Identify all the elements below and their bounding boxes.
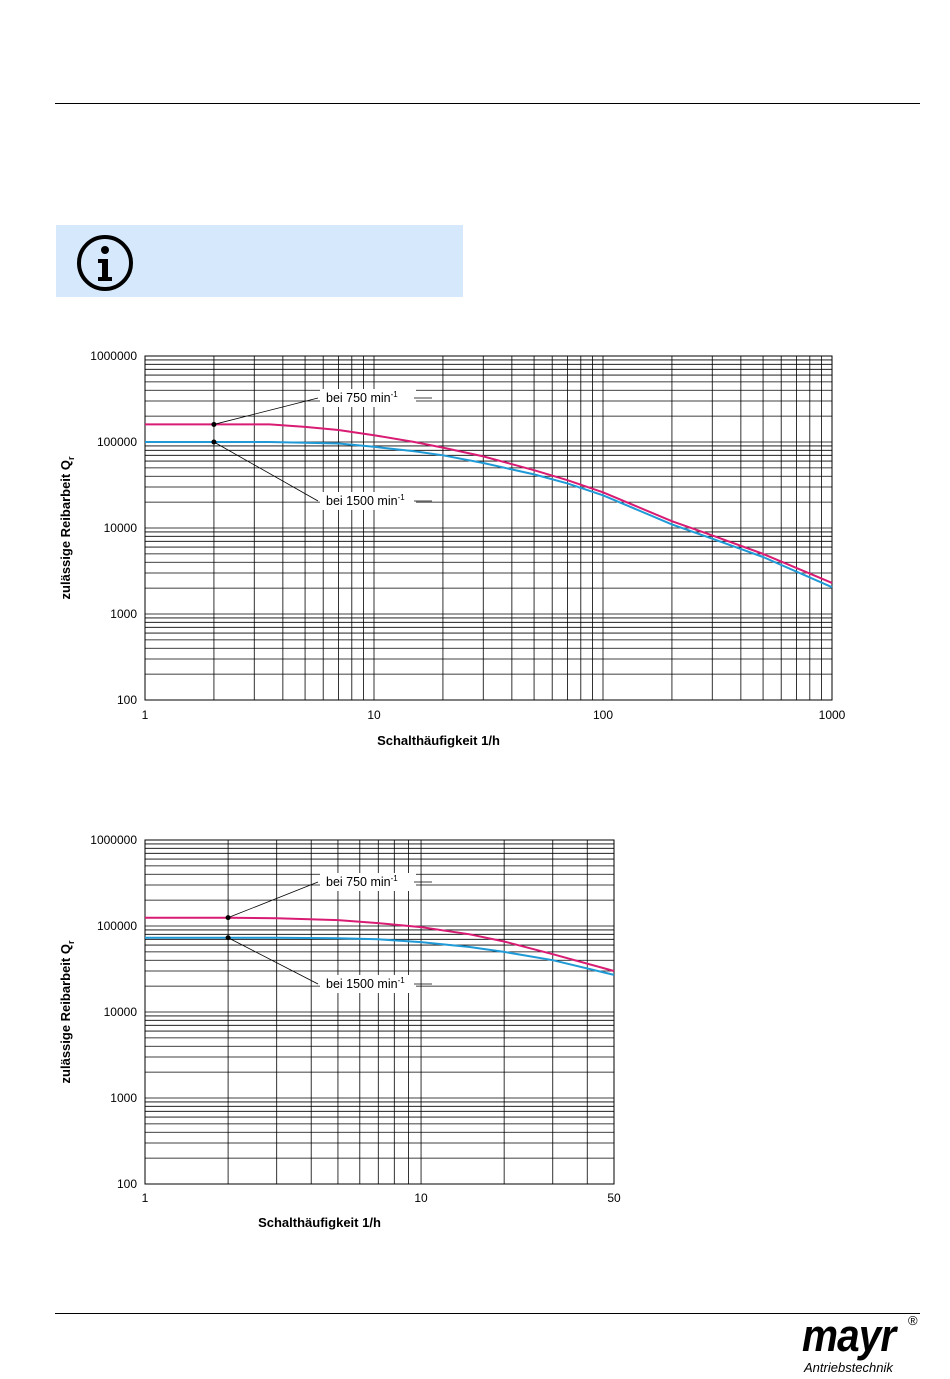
- annotation-superscript: -1: [391, 390, 399, 399]
- annotation-1500: bei 1500 min-1: [326, 493, 405, 508]
- logo-wordmark: mayr: [802, 1310, 896, 1361]
- annotation-superscript: -1: [398, 976, 406, 985]
- x-tick-label: 1000: [819, 708, 846, 722]
- x-tick-label: 1: [142, 1191, 149, 1205]
- x-tick-label: 10: [367, 708, 381, 722]
- annotation-label-bg: [320, 873, 416, 891]
- y-tick-label: 10000: [104, 521, 138, 535]
- x-axis-label: Schalthäufigkeit 1/h: [377, 733, 500, 748]
- info-icon: [77, 235, 133, 291]
- chart-1: 100 1000 10000 100000 1000000 1 10 100 1000 Schal…: [58, 349, 846, 748]
- x-tick-label: 10: [414, 1191, 428, 1205]
- y-tick-label: 10000: [104, 1005, 138, 1019]
- series-line-1500: [145, 936, 615, 976]
- annotation-leader: [227, 881, 319, 919]
- annotation-750: bei 750 min-1: [326, 874, 398, 889]
- grid-lines: [145, 356, 832, 700]
- y-axis-label: zulässige Reibarbeit Qr: [58, 940, 76, 1083]
- annotation-superscript: -1: [391, 874, 399, 883]
- x-axis-label: Schalthäufigkeit 1/h: [258, 1215, 381, 1230]
- x-tick-label: 50: [607, 1191, 621, 1205]
- annotation-leader: [213, 441, 319, 502]
- annotation-750: bei 750 min-1: [326, 390, 398, 405]
- company-logo: mayr ® Antriebstechnik: [800, 1313, 925, 1375]
- y-tick-label: 100000: [97, 435, 137, 449]
- annotation-1500: bei 1500 min-1: [326, 976, 405, 991]
- y-axis-label-subscript: r: [66, 456, 76, 460]
- info-box: [56, 225, 463, 297]
- y-tick-label: 1000000: [90, 349, 137, 363]
- series-line-1500: [145, 441, 833, 589]
- y-tick-label: 1000: [110, 1091, 137, 1105]
- x-tick-label: 100: [593, 708, 613, 722]
- footer-rule: [55, 1313, 920, 1314]
- y-axis-label-subscript: r: [66, 940, 76, 944]
- series-line-750: [145, 423, 833, 584]
- logo-registered-mark: ®: [908, 1313, 918, 1328]
- y-tick-label: 100: [117, 693, 137, 707]
- annotation-leader: [227, 937, 319, 985]
- annotation-superscript: -1: [398, 493, 406, 502]
- chart-2: 100 1000 10000 100000 1000000 1 10 50 Schalthäuf…: [58, 833, 621, 1230]
- annotation-label-bg: [320, 389, 416, 407]
- y-tick-label: 1000000: [90, 833, 137, 847]
- y-tick-label: 1000: [110, 607, 137, 621]
- header-rule: [55, 103, 920, 104]
- annotation-label-bg: [320, 492, 416, 510]
- y-tick-label: 100000: [97, 919, 137, 933]
- annotation-leader: [213, 397, 319, 425]
- grid-lines: [145, 840, 615, 1184]
- series-line-750: [145, 916, 615, 972]
- y-tick-label: 100: [117, 1177, 137, 1191]
- logo-subtitle: Antriebstechnik: [804, 1360, 893, 1375]
- x-tick-label: 1: [142, 708, 149, 722]
- annotation-label-bg: [320, 975, 416, 993]
- y-axis-label: zulässige Reibarbeit Qr: [58, 456, 76, 599]
